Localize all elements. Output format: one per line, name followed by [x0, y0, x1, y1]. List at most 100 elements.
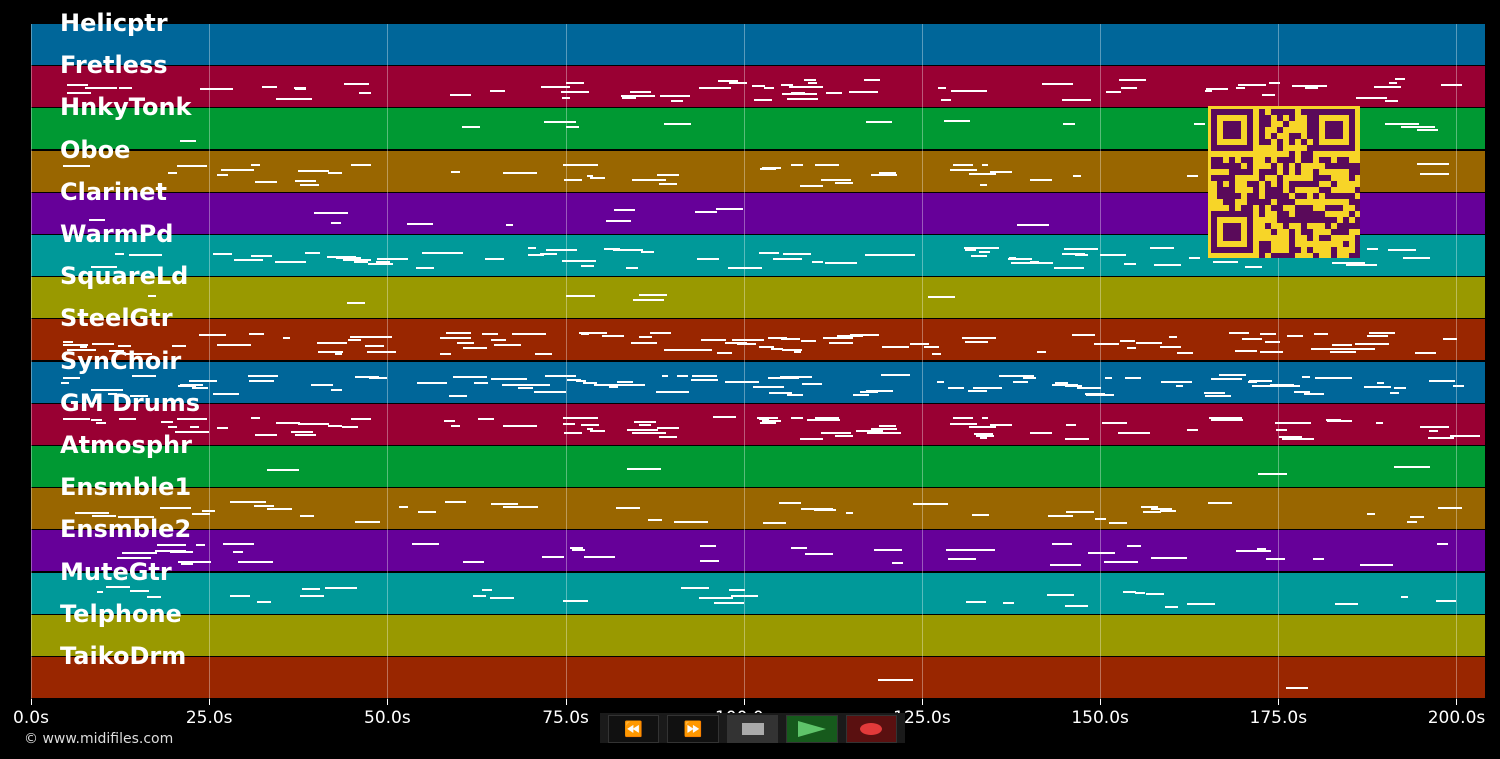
note — [503, 425, 538, 428]
note — [1175, 384, 1184, 387]
qr-module — [1229, 205, 1235, 211]
track-lane[interactable] — [31, 446, 1485, 488]
note — [463, 346, 488, 349]
qr-module — [1307, 211, 1313, 217]
track-label: SquareLd — [60, 262, 189, 291]
note — [1345, 264, 1377, 267]
note — [632, 179, 642, 182]
note — [1440, 84, 1462, 87]
note — [1369, 332, 1396, 335]
note — [1065, 423, 1077, 426]
track-label: WarmPd — [60, 220, 174, 248]
note — [1022, 376, 1037, 379]
note — [878, 171, 896, 174]
qr-module — [1229, 157, 1235, 163]
note — [877, 678, 914, 681]
track-lane[interactable] — [31, 614, 1485, 657]
qr-module — [1343, 193, 1349, 199]
qr-module — [1223, 187, 1229, 193]
track-lane[interactable] — [31, 572, 1485, 615]
note — [664, 123, 691, 126]
note — [297, 169, 329, 172]
note — [848, 91, 879, 94]
track-lane[interactable] — [31, 66, 1485, 109]
note — [168, 172, 177, 175]
record-button[interactable] — [845, 715, 898, 743]
note — [300, 183, 319, 186]
note — [63, 343, 89, 346]
note — [1367, 334, 1388, 337]
note — [474, 381, 489, 384]
note — [1287, 335, 1304, 338]
qr-module — [1295, 205, 1301, 211]
note — [564, 179, 583, 182]
note — [1094, 518, 1106, 521]
note — [716, 351, 733, 354]
note — [576, 380, 587, 382]
note — [1123, 590, 1136, 593]
play-button[interactable] — [786, 715, 838, 743]
rewind-button[interactable]: ⏪ — [608, 715, 660, 743]
qr-module — [1247, 169, 1253, 175]
note — [91, 343, 115, 346]
note — [1117, 431, 1151, 434]
qr-finder-center — [1325, 121, 1343, 139]
qr-module — [1283, 193, 1289, 199]
note — [1150, 247, 1175, 250]
track-lane[interactable] — [31, 657, 1485, 699]
note — [1282, 437, 1314, 440]
note — [84, 86, 117, 89]
qr-module — [1343, 163, 1349, 169]
qr-module — [1247, 205, 1253, 211]
qr-module — [1331, 229, 1337, 235]
note — [114, 253, 124, 256]
note — [1145, 593, 1165, 596]
note — [445, 332, 471, 335]
note — [856, 430, 884, 433]
note — [62, 164, 91, 167]
note — [299, 595, 324, 598]
note — [515, 384, 532, 387]
piano-roll[interactable]: Helicptr Fretless HnkyTonk Oboe Clarinet Warm… — [31, 11, 1485, 699]
note — [249, 380, 262, 383]
stop-button[interactable] — [726, 715, 779, 743]
qr-module — [1355, 253, 1361, 259]
qr-module — [1283, 157, 1289, 163]
note — [1176, 351, 1193, 354]
qr-module — [1211, 157, 1217, 163]
note — [254, 505, 275, 508]
qr-module — [1259, 205, 1265, 211]
note — [800, 184, 823, 187]
tick-mark — [1278, 699, 1280, 705]
fast-forward-button[interactable]: ⏩ — [667, 715, 719, 743]
track-lane[interactable] — [31, 277, 1485, 320]
track-lane[interactable] — [31, 403, 1485, 446]
note — [967, 389, 987, 392]
qr-module — [1271, 229, 1277, 235]
qr-module — [1283, 109, 1289, 115]
qr-module — [1235, 193, 1241, 199]
qr-module — [1259, 109, 1265, 115]
track-lane[interactable] — [31, 24, 1485, 66]
note — [1088, 334, 1095, 337]
note — [973, 387, 1002, 390]
note — [199, 88, 234, 91]
qr-module — [1283, 169, 1289, 175]
note — [1064, 605, 1088, 608]
note — [626, 266, 638, 269]
note — [873, 548, 902, 551]
note — [613, 209, 636, 212]
note — [965, 340, 988, 343]
note — [283, 337, 291, 340]
note — [534, 353, 553, 356]
gridline — [1278, 24, 1280, 699]
qr-module — [1259, 133, 1265, 139]
note — [947, 386, 964, 389]
tick-label: 75.0s — [542, 708, 589, 728]
note — [1054, 267, 1085, 270]
note — [718, 80, 739, 83]
note — [881, 374, 910, 377]
note — [1077, 386, 1102, 389]
track-lane[interactable] — [31, 488, 1485, 531]
note — [1103, 561, 1139, 564]
